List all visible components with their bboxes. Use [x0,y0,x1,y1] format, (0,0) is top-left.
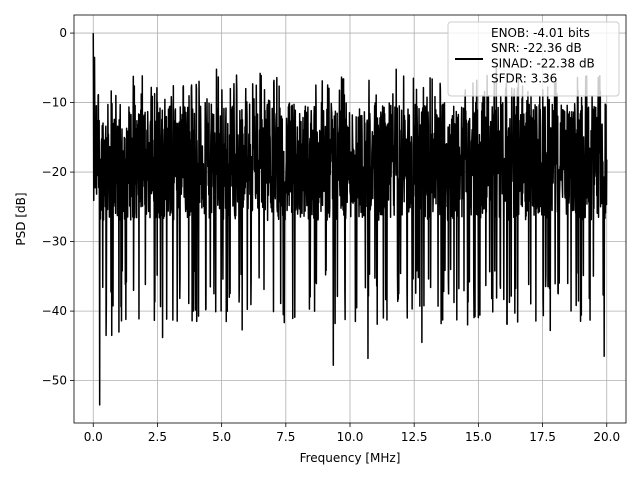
x-tick-label: 20.0 [593,430,620,444]
legend-label-line: SINAD: -22.38 dB [491,56,595,70]
y-axis-label: PSD [dB] [14,192,28,245]
y-tick-label: 0 [59,26,67,40]
legend-label-line: SNR: -22.36 dB [491,41,582,55]
x-tick-label: 17.5 [529,430,556,444]
legend-box [447,21,620,97]
x-tick-label: 15.0 [465,430,492,444]
x-tick-label: 5.0 [212,430,231,444]
x-tick-label: 12.5 [401,430,428,444]
y-tick-label: −20 [42,165,67,179]
series-layer [92,33,608,406]
y-tick-label: −30 [42,235,67,249]
y-axis-ticks: 0 −10 −20 −30 −40 −50 [42,26,74,388]
x-axis-ticks: 0.0 2.5 5.0 7.5 10.0 12.5 15.0 17.5 20.0 [84,423,620,444]
y-tick-label: −40 [42,304,67,318]
x-tick-label: 0.0 [84,430,103,444]
legend-label-line: ENOB: -4.01 bits [491,26,590,40]
x-axis-label: Frequency [MHz] [300,451,401,465]
x-tick-label: 10.0 [337,430,364,444]
x-tick-label: 7.5 [276,430,295,444]
y-tick-label: −10 [42,96,67,110]
y-tick-label: −50 [42,374,67,388]
x-tick-label: 2.5 [148,430,167,444]
legend-label-line: SFDR: 3.36 [491,72,557,86]
psd-line [92,33,608,406]
